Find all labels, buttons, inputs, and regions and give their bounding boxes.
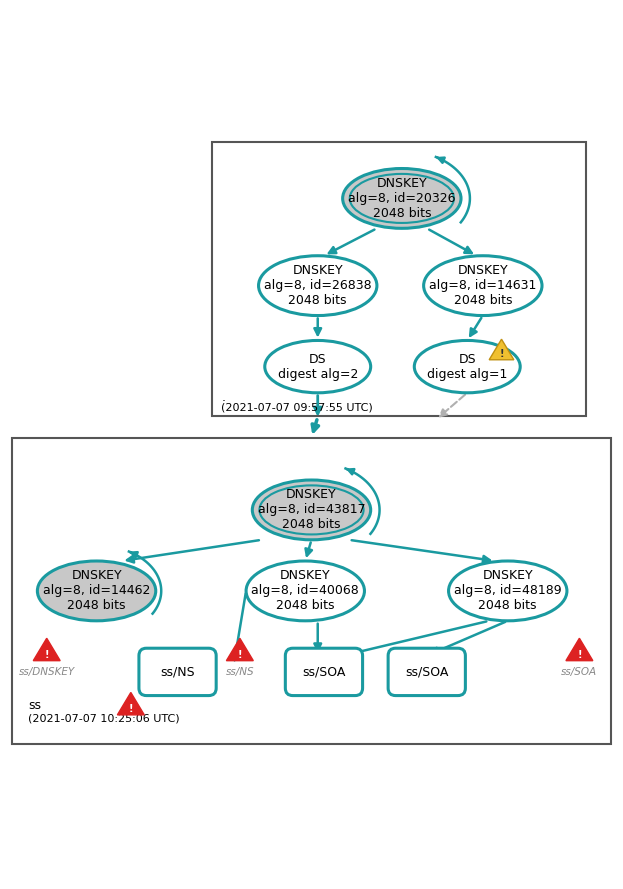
- Text: .: .: [221, 391, 225, 404]
- Ellipse shape: [449, 561, 567, 621]
- FancyBboxPatch shape: [285, 648, 363, 695]
- Text: ss/NS: ss/NS: [226, 667, 254, 677]
- Text: ss/DNSKEY: ss/DNSKEY: [19, 667, 75, 677]
- Ellipse shape: [246, 561, 364, 621]
- Ellipse shape: [414, 340, 520, 393]
- Text: DNSKEY
alg=8, id=14631
2048 bits: DNSKEY alg=8, id=14631 2048 bits: [429, 264, 536, 307]
- Text: DNSKEY
alg=8, id=26838
2048 bits: DNSKEY alg=8, id=26838 2048 bits: [264, 264, 371, 307]
- FancyBboxPatch shape: [212, 142, 586, 416]
- Ellipse shape: [424, 256, 542, 316]
- Text: DNSKEY
alg=8, id=40068
2048 bits: DNSKEY alg=8, id=40068 2048 bits: [252, 570, 359, 613]
- Ellipse shape: [259, 485, 364, 534]
- FancyBboxPatch shape: [388, 648, 465, 695]
- Polygon shape: [117, 693, 145, 715]
- Text: DNSKEY
alg=8, id=20326
2048 bits: DNSKEY alg=8, id=20326 2048 bits: [348, 177, 455, 220]
- Ellipse shape: [265, 340, 371, 393]
- Ellipse shape: [37, 561, 156, 621]
- Text: DNSKEY
alg=8, id=14462
2048 bits: DNSKEY alg=8, id=14462 2048 bits: [43, 570, 150, 613]
- Ellipse shape: [259, 256, 377, 316]
- Polygon shape: [489, 340, 514, 360]
- Text: DS
digest alg=1: DS digest alg=1: [427, 353, 508, 380]
- Text: !: !: [128, 704, 133, 714]
- Text: ss/SOA: ss/SOA: [302, 665, 346, 678]
- Polygon shape: [226, 638, 254, 661]
- Text: DNSKEY
alg=8, id=43817
2048 bits: DNSKEY alg=8, id=43817 2048 bits: [258, 488, 365, 532]
- Text: (2021-07-07 09:57:55 UTC): (2021-07-07 09:57:55 UTC): [221, 402, 373, 412]
- Text: ss/SOA: ss/SOA: [405, 665, 449, 678]
- Text: ss/SOA: ss/SOA: [561, 667, 597, 677]
- Text: !: !: [577, 650, 582, 660]
- Text: (2021-07-07 10:25:06 UTC): (2021-07-07 10:25:06 UTC): [28, 714, 179, 724]
- Text: ss/NS: ss/NS: [160, 665, 195, 678]
- FancyBboxPatch shape: [12, 438, 611, 743]
- Text: ss: ss: [28, 700, 41, 712]
- Polygon shape: [566, 638, 593, 661]
- Ellipse shape: [252, 480, 371, 540]
- Ellipse shape: [343, 169, 461, 228]
- Ellipse shape: [350, 174, 454, 223]
- Text: DNSKEY
alg=8, id=48189
2048 bits: DNSKEY alg=8, id=48189 2048 bits: [454, 570, 561, 613]
- Text: DS
digest alg=2: DS digest alg=2: [277, 353, 358, 380]
- Text: !: !: [44, 650, 49, 660]
- Text: !: !: [237, 650, 242, 660]
- FancyBboxPatch shape: [139, 648, 216, 695]
- Text: !: !: [499, 349, 504, 359]
- Polygon shape: [33, 638, 60, 661]
